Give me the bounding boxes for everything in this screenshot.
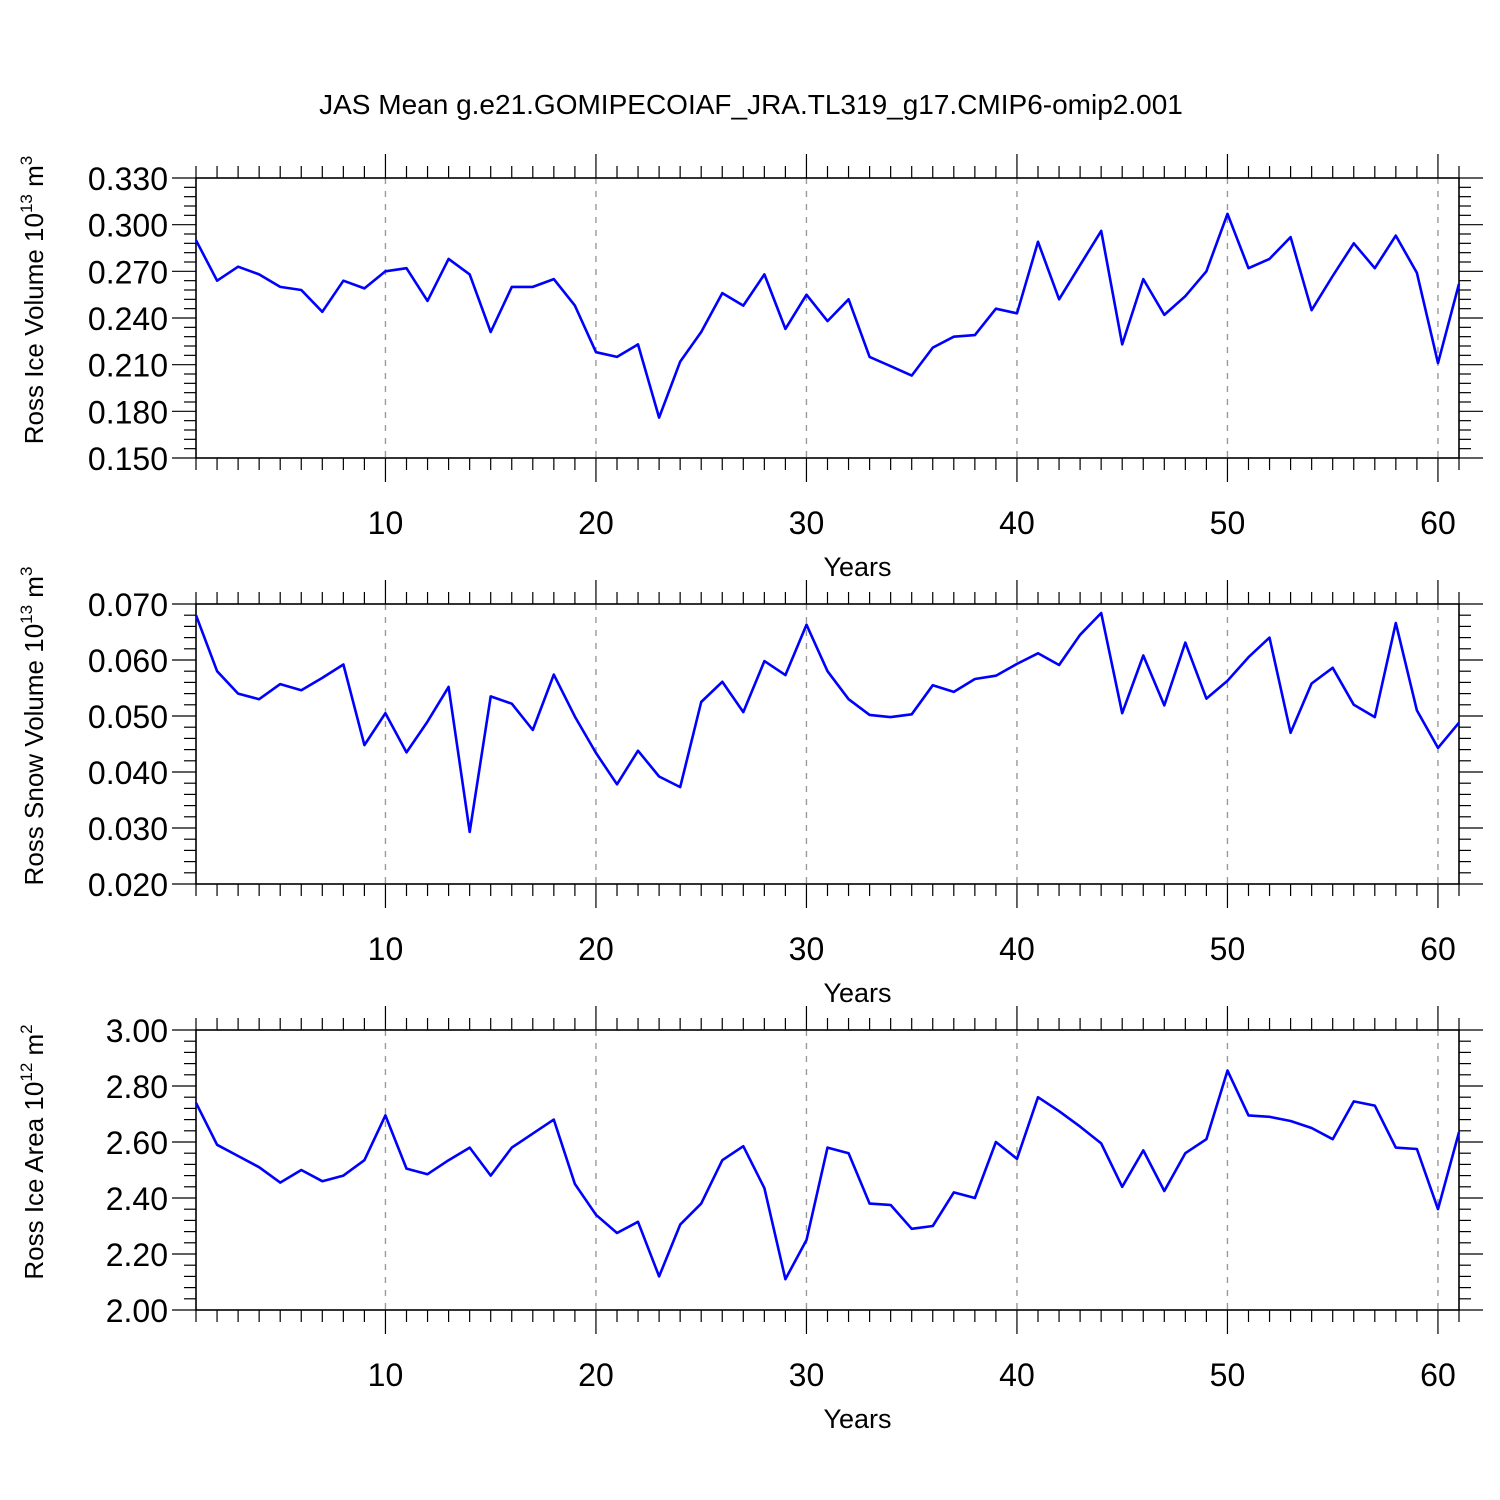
x-tick-label: 40 <box>999 1357 1035 1393</box>
x-tick-label: 40 <box>999 505 1035 541</box>
x-tick-label: 50 <box>1210 1357 1246 1393</box>
y-axis-label-exponent: 13 <box>17 605 36 624</box>
y-axis-label-main: Ross Snow Volume 10 <box>19 624 49 886</box>
y-tick-label: 0.030 <box>88 811 168 847</box>
x-tick-label: 50 <box>1210 931 1246 967</box>
y-axis-label-unit: m <box>19 165 49 194</box>
y-tick-label: 2.40 <box>106 1181 168 1217</box>
y-tick-label: 0.330 <box>88 161 168 197</box>
x-axis-label: Years <box>823 552 891 582</box>
y-tick-label: 0.020 <box>88 867 168 903</box>
y-tick-label: 0.060 <box>88 643 168 679</box>
y-tick-label: 2.60 <box>106 1125 168 1161</box>
y-tick-label: 0.300 <box>88 208 168 244</box>
y-tick-label: 0.270 <box>88 254 168 290</box>
x-tick-label: 40 <box>999 931 1035 967</box>
y-tick-label: 0.050 <box>88 699 168 735</box>
ross-snow-volume-panel: 0.020 0.030 0.040 0.050 0.060 0.070 10 20 30 40 50… <box>17 567 1483 1008</box>
x-tick-label: 20 <box>578 931 614 967</box>
y-axis-label-unit-exponent: 2 <box>17 1024 36 1033</box>
y-tick-label: 2.00 <box>106 1293 168 1329</box>
x-tick-label: 10 <box>368 505 404 541</box>
x-tick-label: 30 <box>789 505 825 541</box>
x-tick-label: 30 <box>789 1357 825 1393</box>
y-tick-label: 2.80 <box>106 1069 168 1105</box>
series-line-ross-ice-volume <box>194 212 1461 419</box>
x-tick-label: 60 <box>1420 1357 1456 1393</box>
y-axis-label-unit: m <box>19 1034 49 1063</box>
y-tick-label: 0.040 <box>88 755 168 791</box>
series-line-ross-ice-area <box>194 1069 1461 1281</box>
x-tick-label: 50 <box>1210 505 1246 541</box>
y-axis-label-main: Ross Ice Volume 10 <box>19 213 49 444</box>
y-tick-label: 0.150 <box>88 441 168 477</box>
y-axis-label: Ross Snow Volume 1013 m3 <box>17 567 49 886</box>
x-tick-label: 60 <box>1420 505 1456 541</box>
y-axis-label-unit-exponent: 3 <box>17 156 36 165</box>
x-tick-label: 10 <box>368 931 404 967</box>
y-tick-label: 3.00 <box>106 1013 168 1049</box>
y-axis-label: Ross Ice Area 1012 m2 <box>17 1024 49 1279</box>
y-tick-label: 0.210 <box>88 348 168 384</box>
ross-ice-volume-panel: 0.150 0.180 0.210 0.240 0.270 0.300 0.330 10 20 3… <box>17 154 1483 582</box>
y-tick-label: 2.20 <box>106 1237 168 1273</box>
y-tick-label: 0.180 <box>88 394 168 430</box>
series-line-ross-snow-volume <box>194 611 1460 834</box>
x-tick-label: 60 <box>1420 931 1456 967</box>
x-tick-label: 30 <box>789 931 825 967</box>
x-tick-label: 20 <box>578 1357 614 1393</box>
y-axis-label-exponent: 13 <box>17 194 36 213</box>
y-axis-label: Ross Ice Volume 1013 m3 <box>17 156 49 445</box>
y-axis-label-unit-exponent: 3 <box>17 567 36 576</box>
y-axis-label-exponent: 12 <box>17 1063 36 1082</box>
y-axis-label-unit: m <box>19 576 49 605</box>
y-tick-label: 0.240 <box>88 301 168 337</box>
ross-ice-area-panel: 2.00 2.20 2.40 2.60 2.80 3.00 10 20 30 40 50 60 Year… <box>17 1006 1483 1434</box>
x-axis-label: Years <box>823 978 891 1008</box>
y-axis-label-main: Ross Ice Area 10 <box>19 1082 49 1280</box>
x-tick-label: 20 <box>578 505 614 541</box>
x-axis-label: Years <box>823 1404 891 1434</box>
chart-title: JAS Mean g.e21.GOMIPECOIAF_JRA.TL319_g17… <box>319 89 1183 120</box>
x-tick-label: 10 <box>368 1357 404 1393</box>
y-tick-label: 0.070 <box>88 587 168 623</box>
